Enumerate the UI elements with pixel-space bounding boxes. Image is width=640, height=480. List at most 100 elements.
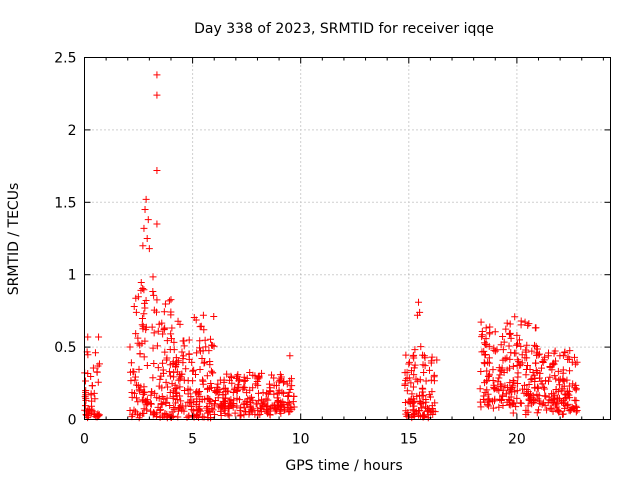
data-point bbox=[143, 235, 151, 242]
data-point bbox=[403, 368, 411, 376]
data-point bbox=[414, 377, 422, 385]
data-point bbox=[503, 319, 511, 327]
data-point bbox=[402, 351, 410, 359]
data-point bbox=[161, 324, 169, 332]
data-point bbox=[485, 359, 493, 367]
data-point bbox=[139, 242, 147, 250]
data-point bbox=[482, 324, 490, 332]
data-point bbox=[262, 406, 270, 414]
data-point bbox=[95, 333, 103, 341]
data-point bbox=[571, 353, 579, 361]
data-point bbox=[179, 337, 187, 345]
data-point bbox=[551, 372, 559, 380]
data-point bbox=[160, 308, 168, 316]
data-point bbox=[418, 392, 426, 400]
data-point bbox=[420, 369, 428, 377]
data-point bbox=[496, 371, 504, 379]
data-point bbox=[90, 389, 98, 397]
data-point bbox=[563, 376, 571, 384]
data-point bbox=[204, 414, 212, 422]
data-point bbox=[477, 318, 485, 326]
data-point bbox=[415, 298, 423, 306]
data-point bbox=[523, 385, 531, 393]
data-point bbox=[524, 321, 532, 329]
data-point bbox=[159, 359, 167, 367]
data-point bbox=[224, 410, 232, 418]
data-point bbox=[522, 371, 530, 379]
data-point bbox=[140, 353, 148, 361]
data-point bbox=[241, 407, 249, 415]
data-point bbox=[193, 395, 201, 403]
data-point bbox=[186, 386, 194, 394]
data-point bbox=[553, 403, 561, 411]
data-point bbox=[84, 405, 92, 413]
data-point bbox=[141, 206, 149, 214]
y-tick-label: 0.5 bbox=[54, 340, 76, 356]
data-point bbox=[502, 390, 510, 398]
data-point bbox=[158, 384, 166, 392]
data-point bbox=[270, 381, 278, 389]
data-point bbox=[489, 404, 497, 412]
data-point bbox=[531, 324, 539, 332]
data-point bbox=[166, 372, 174, 380]
data-point bbox=[513, 331, 521, 339]
data-point bbox=[499, 346, 507, 354]
data-point bbox=[419, 361, 427, 369]
data-point bbox=[206, 335, 214, 343]
data-point bbox=[565, 406, 573, 414]
data-point bbox=[161, 300, 169, 308]
data-point bbox=[484, 358, 492, 366]
data-point bbox=[87, 372, 95, 380]
data-point bbox=[141, 304, 149, 312]
data-point bbox=[138, 321, 146, 329]
data-point bbox=[418, 404, 426, 412]
data-point bbox=[214, 380, 222, 388]
data-point bbox=[560, 382, 568, 390]
data-point bbox=[251, 372, 259, 380]
data-point bbox=[181, 386, 189, 394]
data-point bbox=[478, 327, 486, 335]
data-point bbox=[148, 388, 156, 396]
data-point bbox=[195, 402, 203, 410]
data-point bbox=[254, 373, 262, 381]
data-point bbox=[517, 361, 525, 369]
data-point bbox=[517, 342, 525, 350]
data-point bbox=[84, 370, 92, 378]
data-point bbox=[199, 376, 207, 384]
data-point bbox=[512, 403, 520, 411]
data-point bbox=[167, 335, 175, 343]
data-point bbox=[534, 406, 542, 414]
data-point bbox=[560, 397, 568, 405]
data-point bbox=[409, 406, 417, 414]
data-point bbox=[132, 308, 140, 316]
data-point bbox=[541, 385, 549, 393]
data-point bbox=[542, 377, 550, 385]
data-point bbox=[177, 397, 185, 405]
data-point bbox=[531, 359, 539, 367]
data-point bbox=[88, 382, 96, 390]
data-point bbox=[176, 383, 184, 391]
data-point bbox=[535, 392, 543, 400]
data-point bbox=[495, 374, 503, 382]
data-point bbox=[176, 320, 184, 328]
data-point bbox=[163, 394, 171, 402]
data-point bbox=[549, 390, 557, 398]
data-point bbox=[277, 402, 285, 410]
data-point bbox=[220, 406, 228, 414]
data-point bbox=[157, 372, 165, 380]
data-point bbox=[237, 411, 245, 419]
data-point bbox=[153, 91, 161, 99]
data-point bbox=[190, 407, 198, 415]
x-tick-label: 5 bbox=[188, 432, 197, 448]
data-point bbox=[411, 361, 419, 369]
data-point bbox=[506, 364, 514, 372]
data-point bbox=[497, 396, 505, 404]
y-axis-title: SRMTID / TECUs bbox=[6, 183, 22, 296]
data-point bbox=[532, 366, 540, 374]
data-point bbox=[290, 403, 298, 411]
data-point bbox=[548, 366, 556, 374]
data-point bbox=[166, 402, 174, 410]
data-point bbox=[140, 286, 148, 294]
data-point bbox=[405, 360, 413, 368]
data-point bbox=[130, 389, 138, 397]
